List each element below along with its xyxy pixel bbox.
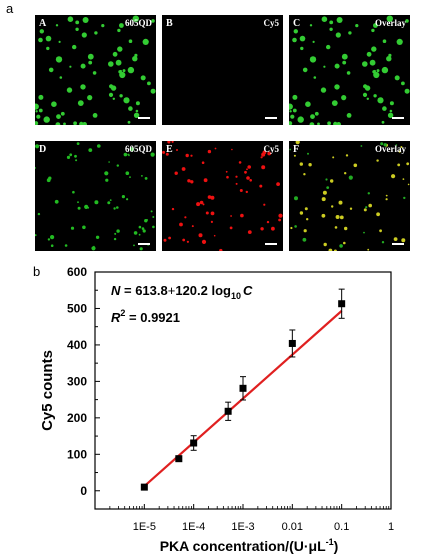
micrograph-panel-d: D 605QD xyxy=(35,141,156,251)
data-point xyxy=(190,439,198,447)
fluorescence-spots xyxy=(289,15,410,125)
panel-title: Cy5 xyxy=(263,144,280,154)
data-point xyxy=(338,300,346,308)
scale-bar xyxy=(392,117,404,119)
r-squared: R2 = 0.9921 xyxy=(111,308,180,325)
data-point xyxy=(288,339,296,347)
data-point xyxy=(140,483,148,491)
panel-title: Overlay xyxy=(375,18,406,28)
figure-label-a: a xyxy=(6,1,14,16)
panel-letter: B xyxy=(166,18,173,29)
y-tick-label: 200 xyxy=(67,411,87,425)
micrograph-panel-e: E Cy5 xyxy=(162,141,283,251)
y-tick-label: 600 xyxy=(67,265,87,279)
x-tick-label: 0.01 xyxy=(282,521,303,533)
micrograph-panel-f: F Overlay xyxy=(289,141,410,251)
x-tick-label: 0.1 xyxy=(334,521,349,533)
figure-label-b: b xyxy=(33,264,41,279)
scale-bar xyxy=(265,117,277,119)
x-tick-label: 1E-4 xyxy=(182,521,205,533)
y-tick-label: 100 xyxy=(67,447,87,461)
fluorescence-spots xyxy=(35,15,156,125)
x-axis-label: PKA concentration/(U·μL-1) xyxy=(160,537,339,554)
y-tick-label: 500 xyxy=(67,301,87,315)
scale-bar xyxy=(138,117,150,119)
micrograph-panel-b: B Cy5 xyxy=(162,15,283,125)
y-tick-label: 400 xyxy=(67,338,87,352)
panel-title: Overlay xyxy=(375,144,406,154)
pka-calibration-chart: 0 100 200 300 400 500 600 1E-5 1E-4 1E-3 0.01 0.1 1 N… xyxy=(39,265,394,554)
scale-bar xyxy=(392,243,404,245)
fluorescence-spots xyxy=(289,141,410,251)
micrograph-panel-c: C Overlay xyxy=(289,15,410,125)
fluorescence-spots xyxy=(35,142,155,251)
x-tick-label: 1 xyxy=(388,521,394,533)
data-point xyxy=(224,407,232,415)
panel-letter: F xyxy=(293,144,300,155)
y-tick-label: 300 xyxy=(67,374,87,388)
y-axis-label: Cy5 counts xyxy=(39,350,56,431)
fit-equation: N = 613.8+120.2 log10 C xyxy=(111,283,253,301)
scale-bar xyxy=(138,243,150,245)
micrograph-panel-a: A 605QD xyxy=(35,15,156,125)
panel-title: 605QD xyxy=(125,18,152,28)
y-tick-label: 0 xyxy=(80,484,87,498)
scale-bar xyxy=(265,243,277,245)
panel-letter: C xyxy=(293,18,301,29)
panel-title: 605QD xyxy=(125,144,152,154)
data-point xyxy=(239,384,247,392)
panel-letter: D xyxy=(39,144,47,155)
x-tick-label: 1E-5 xyxy=(133,521,156,533)
x-tick-label: 1E-3 xyxy=(231,521,254,533)
data-point xyxy=(175,455,183,463)
fluorescence-spots xyxy=(162,141,283,251)
panel-letter: E xyxy=(166,144,173,155)
panel-letter: A xyxy=(39,18,47,29)
panel-title: Cy5 xyxy=(263,18,280,28)
